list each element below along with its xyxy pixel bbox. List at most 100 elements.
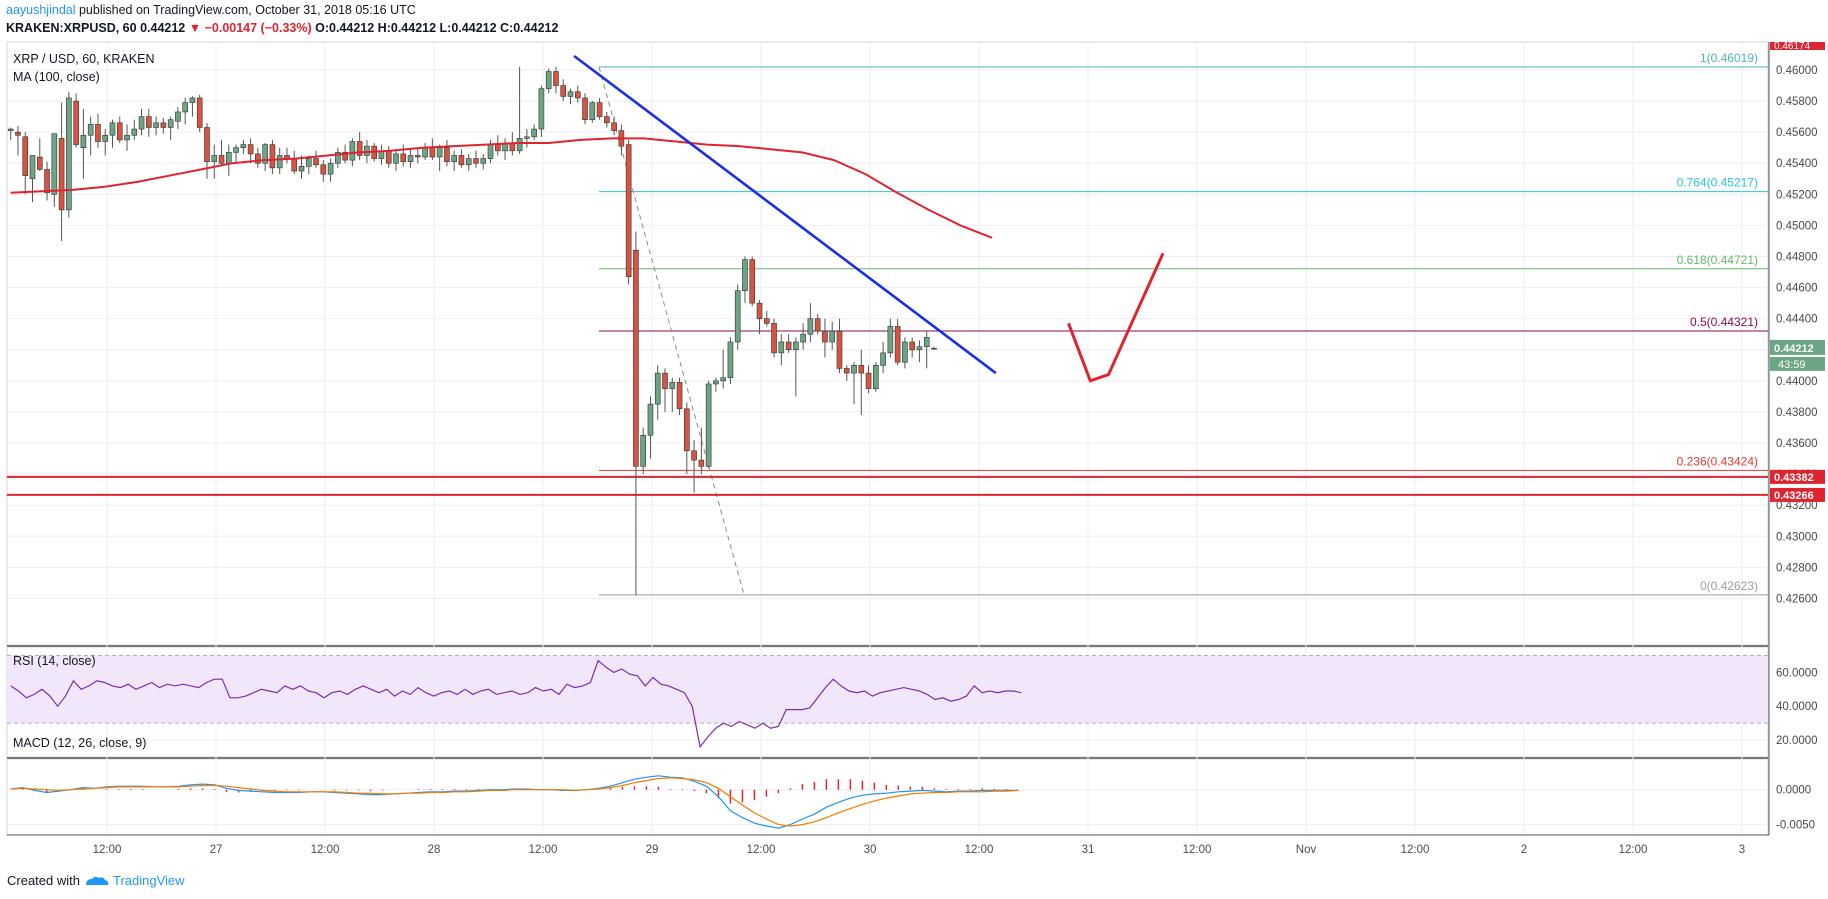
- candle-body: [313, 158, 319, 166]
- y-axis-tick-label: 0.43800: [1776, 407, 1818, 419]
- price-text: 0.44212: [140, 21, 186, 35]
- candle-body: [480, 158, 487, 164]
- candle-body: [829, 330, 836, 343]
- candle-body: [807, 318, 814, 335]
- candle-body: [233, 147, 239, 153]
- ma100-line: [10, 137, 993, 239]
- close-value: 0.44212: [513, 21, 559, 35]
- rsi-legend: RSI (14, close): [13, 654, 96, 668]
- candle-body: [138, 116, 145, 130]
- candle-body: [465, 158, 472, 166]
- candle-body: [51, 133, 58, 195]
- y-axis-tick-label: 0.43000: [1776, 531, 1818, 543]
- low-value: 0.44212: [451, 21, 497, 35]
- y-axis-tick-label: 0.43200: [1776, 500, 1818, 512]
- x-axis-tick-label: 3: [1739, 844, 1745, 856]
- candle-body: [494, 144, 501, 152]
- candle-body: [858, 365, 865, 374]
- candle-body: [836, 330, 843, 369]
- candle-body: [95, 124, 101, 142]
- rsi-axis-label: 40.0000: [1776, 701, 1818, 713]
- top-price-label: 0.46174: [1774, 41, 1811, 52]
- support-price-label: 0.43266: [1774, 490, 1814, 502]
- candle-body: [676, 382, 683, 410]
- high-value: 0.44212: [390, 21, 437, 35]
- candle-body: [567, 91, 574, 97]
- candle-body: [851, 365, 857, 374]
- y-axis-tick-label: 0.42800: [1776, 562, 1818, 574]
- candle-body: [182, 102, 188, 113]
- candle-body: [7, 128, 14, 131]
- symbol-text: KRAKEN:XRPUSD, 60: [6, 21, 137, 35]
- footer-brand-link[interactable]: TradingView: [113, 873, 185, 888]
- candle-body: [625, 144, 632, 278]
- x-axis-tick-label: 31: [1082, 844, 1095, 856]
- candle-body: [553, 71, 559, 86]
- candle-body: [822, 330, 828, 343]
- candle-body: [531, 128, 537, 138]
- candle-body: [291, 158, 298, 172]
- x-axis-tick-label: Nov: [1296, 844, 1317, 856]
- candle-body: [400, 153, 407, 162]
- candle-body: [44, 169, 50, 194]
- candle-body: [880, 352, 886, 366]
- y-axis-tick-label: 0.45400: [1776, 158, 1818, 170]
- macd-axis-label: 0.0000: [1776, 785, 1811, 797]
- candle-body: [240, 144, 247, 148]
- candle-body: [22, 136, 29, 176]
- candle-body: [887, 326, 894, 354]
- candle-body: [356, 141, 363, 156]
- x-axis-tick-label: 12:00: [1401, 844, 1430, 856]
- y-axis-tick-label: 0.45000: [1776, 220, 1818, 232]
- x-axis-tick-label: 30: [864, 844, 877, 856]
- candle-body: [538, 88, 545, 130]
- y-axis-tick-label: 0.43600: [1776, 438, 1818, 450]
- candle-body: [873, 365, 879, 389]
- candle-body: [407, 155, 414, 162]
- open-label: O:: [315, 21, 329, 35]
- candle-body: [865, 372, 872, 389]
- candle-body: [705, 383, 712, 467]
- candle-body: [560, 85, 567, 97]
- candle-body: [800, 333, 806, 343]
- candle-body: [29, 155, 36, 180]
- candle-body: [633, 249, 639, 467]
- fib-level-label: 1(0.46019): [1700, 51, 1758, 65]
- candle-body: [640, 434, 646, 467]
- x-axis-tick-label: 12:00: [529, 844, 558, 856]
- candle-body: [327, 162, 334, 175]
- candle-body: [451, 155, 457, 162]
- y-axis-tick-label: 0.44800: [1776, 252, 1818, 264]
- candle-body: [604, 116, 610, 124]
- candle-body: [545, 71, 552, 89]
- candle-body: [436, 147, 443, 158]
- candle-body: [814, 318, 821, 332]
- candle-body: [473, 158, 479, 164]
- candle-body: [58, 138, 65, 211]
- x-axis-tick-label: 12:00: [965, 844, 994, 856]
- blue-trendline: [573, 54, 997, 375]
- candle-body: [596, 102, 603, 117]
- x-axis-tick-label: 2: [1521, 844, 1527, 856]
- candle-body: [298, 166, 305, 172]
- macd-legend: MACD (12, 26, close, 9): [13, 736, 147, 750]
- candle-body: [80, 134, 87, 148]
- candle-body: [385, 150, 392, 164]
- x-axis-tick-label: 28: [428, 844, 441, 856]
- candle-body: [305, 158, 312, 167]
- fib-level-label: 0.236(0.43424): [1677, 454, 1758, 468]
- main-pane-frame: [6, 41, 1769, 646]
- candle-body: [109, 122, 116, 136]
- candle-body: [785, 341, 792, 351]
- change-text: ▼ −0.00147 (−0.33%): [188, 21, 312, 35]
- macd-axis-label: -0.0050: [1776, 820, 1815, 832]
- author-link[interactable]: aayushjindal: [6, 3, 76, 17]
- rsi-axis-label: 20.0000: [1776, 735, 1818, 747]
- candle-body: [843, 368, 850, 374]
- candle-body: [196, 97, 203, 128]
- candle-body: [902, 341, 908, 363]
- low-label: L:: [439, 21, 452, 35]
- candle-body: [727, 341, 734, 379]
